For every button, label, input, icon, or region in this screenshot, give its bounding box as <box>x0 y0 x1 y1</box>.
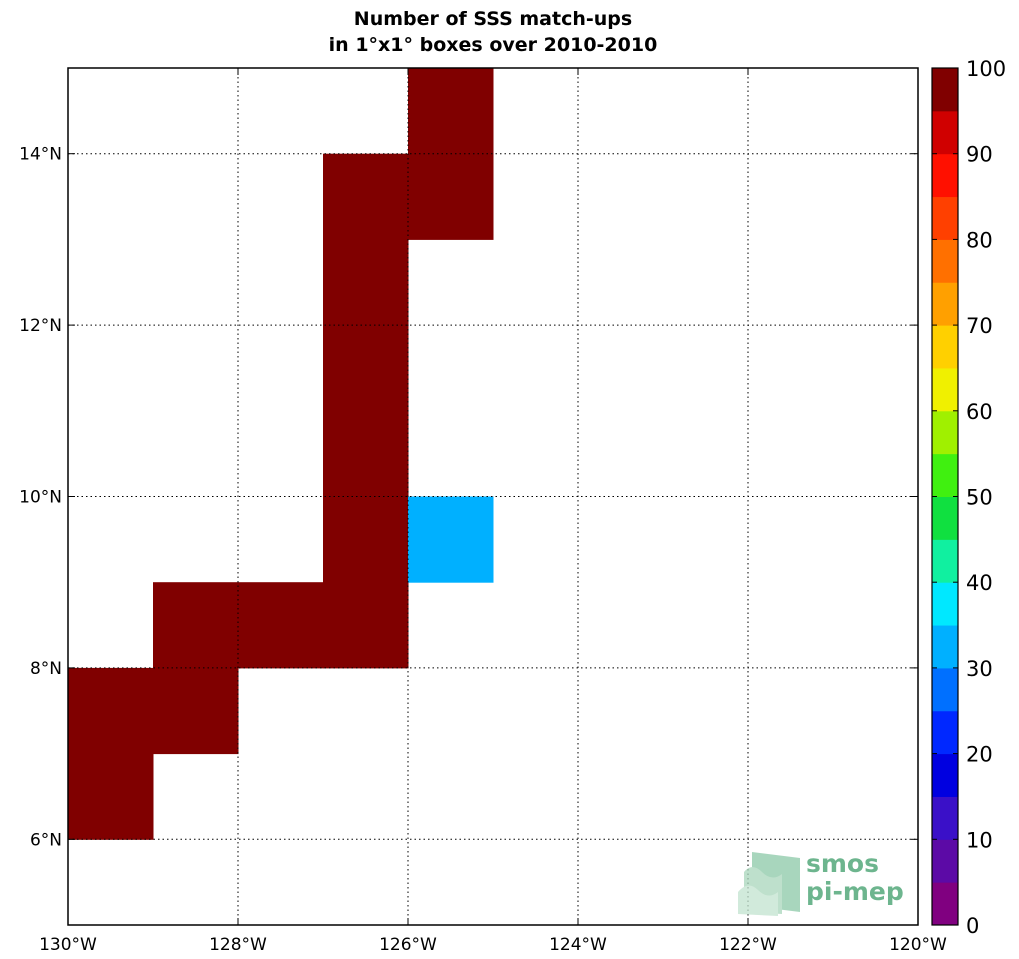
colorbar-segment <box>932 539 958 583</box>
logo-text-smos: smos <box>806 849 879 878</box>
colorbar-segment <box>932 410 958 455</box>
colorbar-tick-label: 90 <box>966 143 993 167</box>
colorbar-tick-label: 40 <box>966 571 993 595</box>
y-tick-label: 6°N <box>30 830 62 850</box>
heatmap-cell <box>153 582 239 669</box>
chart-title-line1: Number of SSS match-ups <box>354 8 632 30</box>
heatmap-cell <box>323 496 409 583</box>
heatmap-cell <box>323 582 409 669</box>
smos-pi-mep-logo: smos pi-mep <box>738 849 904 916</box>
y-tick-label: 8°N <box>30 659 62 679</box>
heatmap-cell <box>68 753 154 840</box>
x-tick-label: 122°W <box>719 935 777 955</box>
x-tick-label: 128°W <box>209 935 267 955</box>
colorbar-tick-label: 10 <box>966 828 993 852</box>
logo-text-pi-mep: pi-mep <box>806 877 904 906</box>
x-axis: 130°W 128°W 126°W 124°W 122°W 120°W <box>39 68 947 955</box>
colorbar-segment <box>932 239 958 283</box>
chart-title-line2: in 1°x1° boxes over 2010-2010 <box>329 34 658 56</box>
colorbar-tick-label: 50 <box>966 486 993 510</box>
heatmap-cell <box>408 68 494 155</box>
colorbar-tick-label: 80 <box>966 228 993 252</box>
colorbar: 0 10 20 30 40 50 60 70 80 90 100 <box>931 57 1006 938</box>
colorbar-segment <box>932 667 958 712</box>
colorbar-segment <box>932 582 958 626</box>
colorbar-segment <box>932 282 958 326</box>
colorbar-segment <box>932 196 958 240</box>
heatmap-cell <box>323 325 409 412</box>
colorbar-tick-label: 60 <box>966 400 993 424</box>
heatmap-cell <box>408 153 494 240</box>
heatmap-cell <box>323 239 409 326</box>
colorbar-segment <box>932 110 958 155</box>
colorbar-segment <box>932 325 958 369</box>
colorbar-tick-label: 70 <box>966 314 993 338</box>
y-tick-label: 14°N <box>19 145 62 165</box>
x-tick-label: 120°W <box>889 935 947 955</box>
colorbar-segment <box>932 453 958 497</box>
colorbar-segment <box>932 367 958 412</box>
heatmap-cell <box>408 496 494 583</box>
colorbar-segment <box>932 882 958 926</box>
x-tick-label: 124°W <box>549 935 607 955</box>
colorbar-tick-label: 30 <box>966 657 993 681</box>
colorbar-segment <box>932 68 958 112</box>
x-tick-label: 130°W <box>39 935 97 955</box>
heatmap-cell <box>323 153 409 240</box>
colorbar-segment <box>932 753 958 797</box>
colorbar-segment <box>932 796 958 840</box>
colorbar-tick-label: 20 <box>966 743 993 767</box>
logo-wave-icon <box>738 852 800 916</box>
colorbar-segment <box>932 625 958 669</box>
colorbar-segment <box>932 710 958 755</box>
y-tick-label: 12°N <box>19 316 62 336</box>
heatmap-cell <box>323 410 409 497</box>
heatmap-cell <box>153 667 239 755</box>
colorbar-segment <box>932 496 958 540</box>
y-axis: 6°N 8°N 10°N 12°N 14°N <box>19 145 918 850</box>
colorbar-segment <box>932 153 958 198</box>
y-tick-label: 10°N <box>19 488 62 508</box>
heatmap-cell <box>238 582 324 669</box>
x-tick-label: 126°W <box>379 935 437 955</box>
heatmap-cell <box>68 667 154 755</box>
colorbar-segment <box>932 839 958 883</box>
colorbar-tick-label: 100 <box>966 57 1006 81</box>
colorbar-tick-label: 0 <box>966 914 979 938</box>
heatmap-cells <box>68 68 494 840</box>
